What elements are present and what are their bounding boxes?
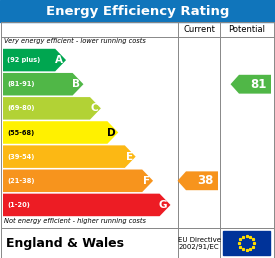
Text: (69-80): (69-80) [7, 105, 34, 111]
Text: D: D [107, 127, 115, 138]
Polygon shape [3, 49, 66, 71]
Text: Not energy efficient - higher running costs: Not energy efficient - higher running co… [4, 218, 146, 224]
Polygon shape [3, 170, 153, 192]
Text: (21-38): (21-38) [7, 178, 34, 184]
Bar [1, 22, 274, 228]
Text: (55-68): (55-68) [7, 130, 34, 135]
Polygon shape [230, 75, 271, 94]
Bar [223, 231, 270, 255]
Text: Energy Efficiency Rating: Energy Efficiency Rating [46, 4, 229, 18]
Text: Very energy efficient - lower running costs: Very energy efficient - lower running co… [4, 38, 146, 44]
Text: (1-20): (1-20) [7, 202, 30, 208]
Polygon shape [3, 121, 118, 144]
Text: A: A [55, 55, 63, 65]
Text: F: F [143, 176, 150, 186]
Polygon shape [3, 194, 170, 216]
Text: Current: Current [183, 25, 215, 34]
Text: (92 plus): (92 plus) [7, 57, 40, 63]
Polygon shape [3, 97, 101, 120]
Polygon shape [3, 145, 136, 168]
Text: E: E [126, 152, 133, 162]
Text: Potential: Potential [228, 25, 265, 34]
Bar [1, 228, 274, 258]
Text: 81: 81 [250, 78, 266, 91]
Text: C: C [90, 103, 98, 113]
Text: B: B [73, 79, 81, 89]
Text: G: G [159, 200, 167, 210]
Text: 38: 38 [197, 174, 213, 187]
Polygon shape [3, 73, 84, 95]
Polygon shape [178, 171, 218, 190]
Text: (81-91): (81-91) [7, 81, 34, 87]
Text: EU Directive
2002/91/EC: EU Directive 2002/91/EC [177, 237, 221, 249]
Text: (39-54): (39-54) [7, 154, 34, 160]
Text: England & Wales: England & Wales [6, 237, 124, 249]
Bar [0, 0, 275, 22]
